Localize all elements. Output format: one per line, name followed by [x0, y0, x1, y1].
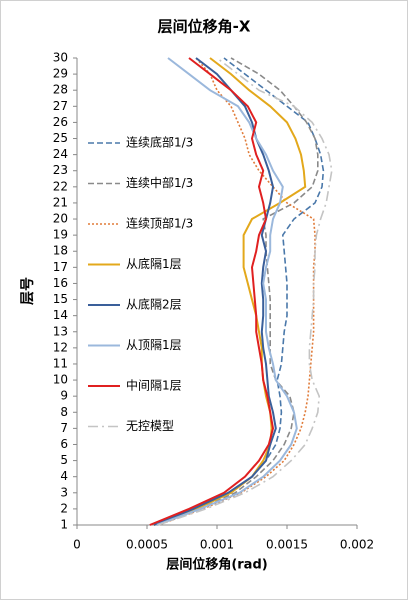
y-tick-label: 11 — [53, 356, 68, 370]
y-tick-label: 5 — [60, 453, 68, 467]
y-tick-label: 6 — [60, 437, 68, 451]
y-tick-label: 9 — [60, 389, 68, 403]
y-tick-label: 20 — [53, 212, 68, 226]
legend-label: 中间隔1层 — [126, 378, 182, 393]
series-line — [157, 57, 333, 526]
y-tick-label: 26 — [53, 115, 68, 129]
y-tick-label: 10 — [53, 373, 68, 387]
y-tick-label: 17 — [53, 260, 68, 274]
y-tick-label: 23 — [53, 163, 68, 177]
y-tick-label: 7 — [60, 421, 68, 435]
y-tick-label: 19 — [53, 228, 68, 242]
y-tick-label: 15 — [53, 292, 68, 306]
y-axis-label: 层号 — [20, 277, 36, 305]
y-tick-label: 13 — [53, 324, 68, 338]
legend-label: 从底隔1层 — [126, 256, 182, 271]
y-tick-label: 3 — [60, 485, 68, 499]
series-line — [149, 57, 275, 526]
legend-label: 从底隔2层 — [126, 297, 182, 312]
y-tick-label: 21 — [53, 195, 68, 209]
x-tick-label: 0.002 — [340, 538, 374, 552]
legend-label: 连续中部1/3 — [126, 175, 193, 190]
y-tick-label: 28 — [53, 83, 68, 97]
y-tick-label: 8 — [60, 405, 68, 419]
y-tick-label: 16 — [53, 276, 68, 290]
legend-label: 连续底部1/3 — [126, 135, 193, 150]
y-tick-label: 12 — [53, 340, 68, 354]
y-tick-label: 18 — [53, 244, 68, 258]
legend-label: 无控模型 — [126, 419, 174, 433]
x-axis-label: 层间位移角(rad) — [166, 557, 267, 573]
x-tick-label: 0.001 — [200, 538, 234, 552]
y-tick-label: 24 — [53, 147, 68, 161]
y-tick-label: 4 — [60, 469, 68, 483]
chart-title: 层间位移角-X — [158, 18, 251, 36]
x-tick-label: 0.0005 — [126, 538, 168, 552]
y-tick-label: 29 — [53, 67, 68, 81]
y-tick-label: 27 — [53, 99, 68, 113]
y-tick-label: 2 — [60, 501, 68, 515]
y-tick-label: 30 — [53, 51, 68, 65]
y-tick-label: 22 — [53, 179, 68, 193]
x-tick-label: 0.0015 — [266, 538, 308, 552]
y-tick-label: 25 — [53, 131, 68, 145]
series-line — [156, 57, 298, 526]
x-tick-label: 0 — [73, 538, 81, 552]
legend-label: 从顶隔1层 — [126, 338, 182, 352]
y-tick-label: 14 — [53, 308, 68, 322]
series-line — [156, 57, 319, 526]
legend-label: 连续顶部1/3 — [126, 216, 193, 231]
y-tick-label: 1 — [60, 518, 68, 532]
